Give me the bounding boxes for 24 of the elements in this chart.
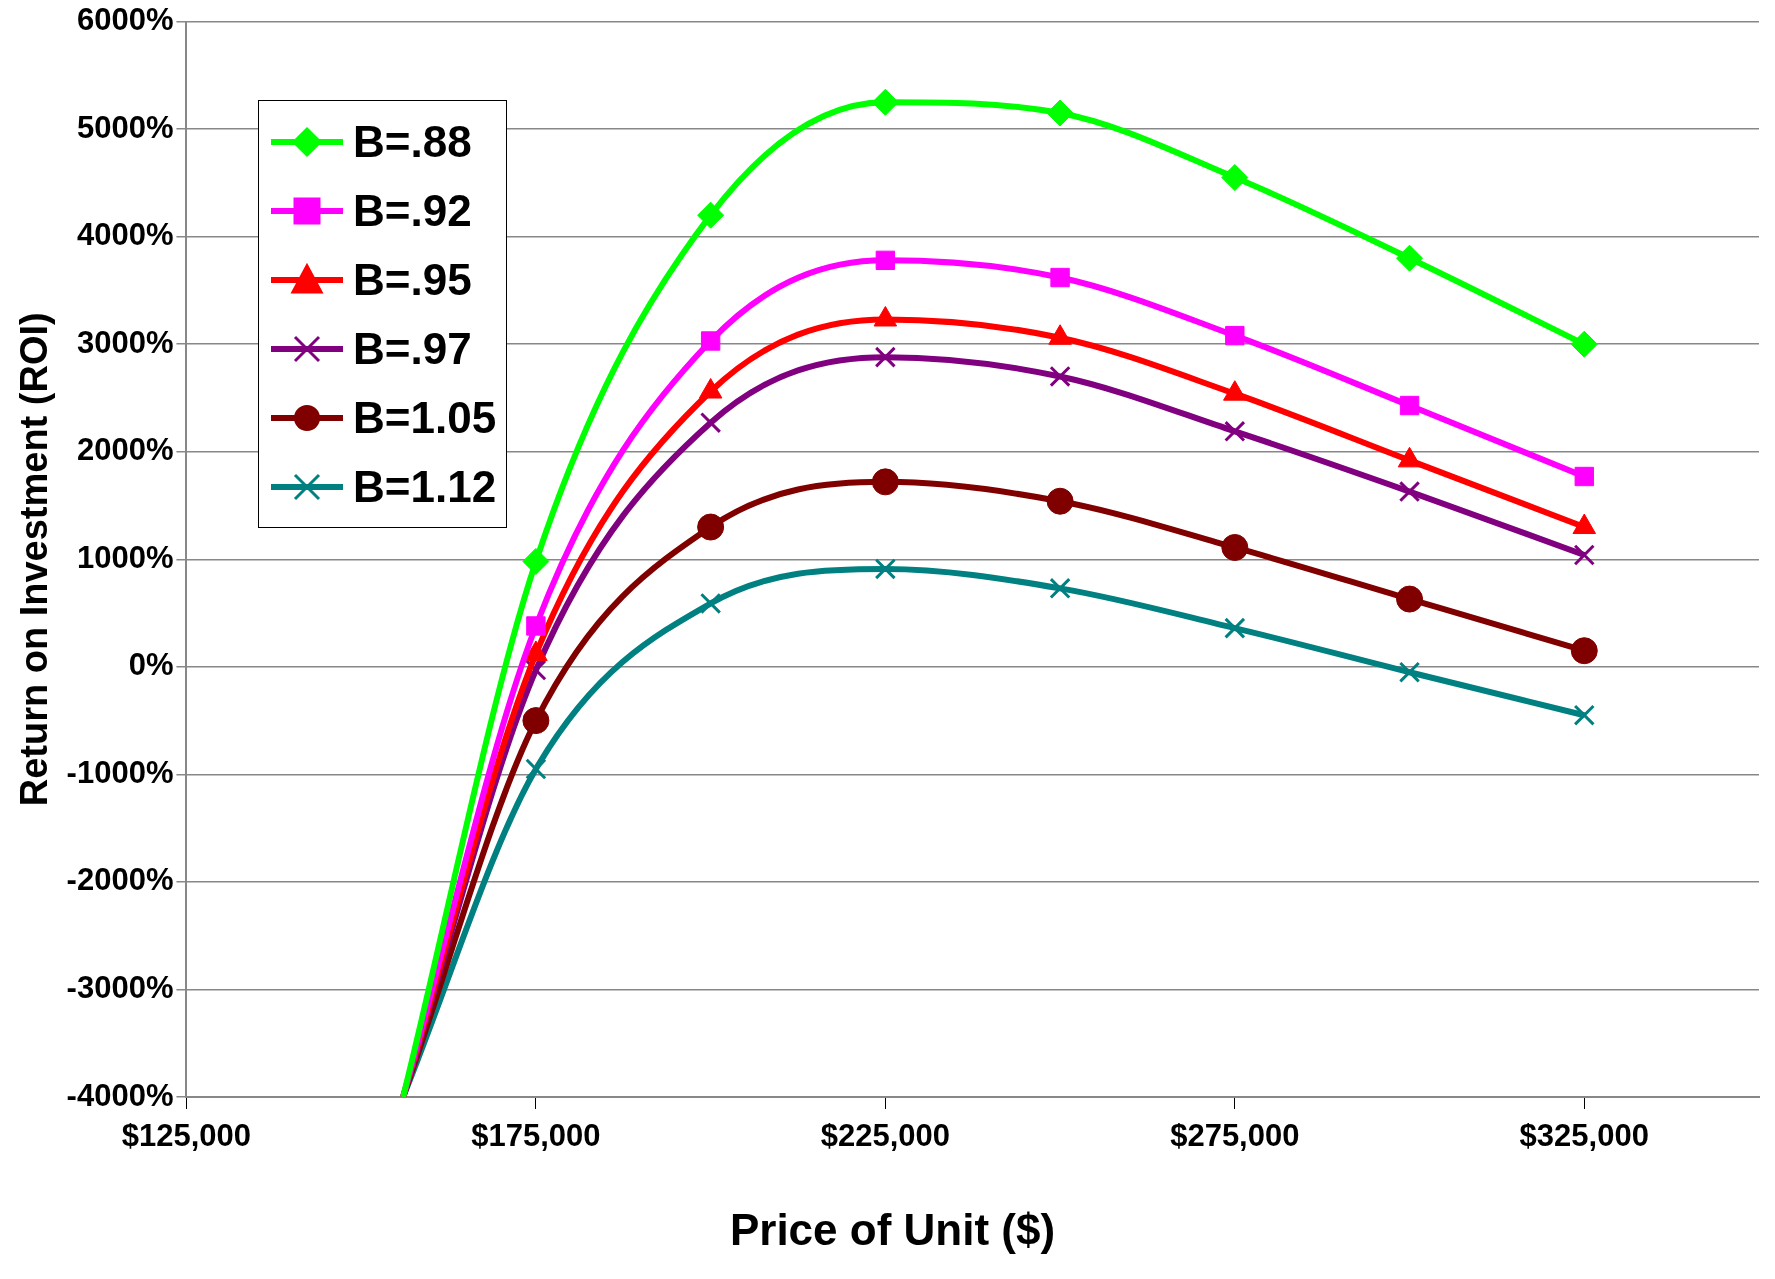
y-tick-label: -1000% xyxy=(66,754,174,790)
y-tick-label: -2000% xyxy=(66,862,174,898)
x-tick-label: $325,000 xyxy=(1519,1118,1649,1154)
legend-label: B=.88 xyxy=(353,116,472,167)
x-tick-label: $275,000 xyxy=(1170,1118,1300,1154)
legend-label: B=.92 xyxy=(353,185,472,236)
legend-label: B=1.12 xyxy=(353,461,497,512)
y-tick-label: 0% xyxy=(128,647,174,683)
y-axis-title: Return on Investment (ROI) xyxy=(13,312,56,807)
y-tick-label: 6000% xyxy=(76,2,174,38)
legend-label: B=.95 xyxy=(353,254,472,305)
x-tick-label: $175,000 xyxy=(471,1118,601,1154)
y-tick-label: 3000% xyxy=(76,324,174,360)
x-tick-label: $125,000 xyxy=(121,1118,252,1154)
legend-label: B=.97 xyxy=(353,323,472,374)
y-tick-label: 2000% xyxy=(76,432,174,468)
y-tick-label: -4000% xyxy=(66,1077,174,1113)
legend-label: B=1.05 xyxy=(353,392,497,443)
y-tick-label: 4000% xyxy=(76,217,174,253)
y-tick-label: 1000% xyxy=(76,539,174,575)
x-axis-title: Price of Unit ($) xyxy=(729,1204,1056,1254)
x-tick-label: $225,000 xyxy=(820,1118,951,1154)
y-tick-label: -3000% xyxy=(66,970,174,1006)
y-tick-label: 5000% xyxy=(76,109,174,145)
